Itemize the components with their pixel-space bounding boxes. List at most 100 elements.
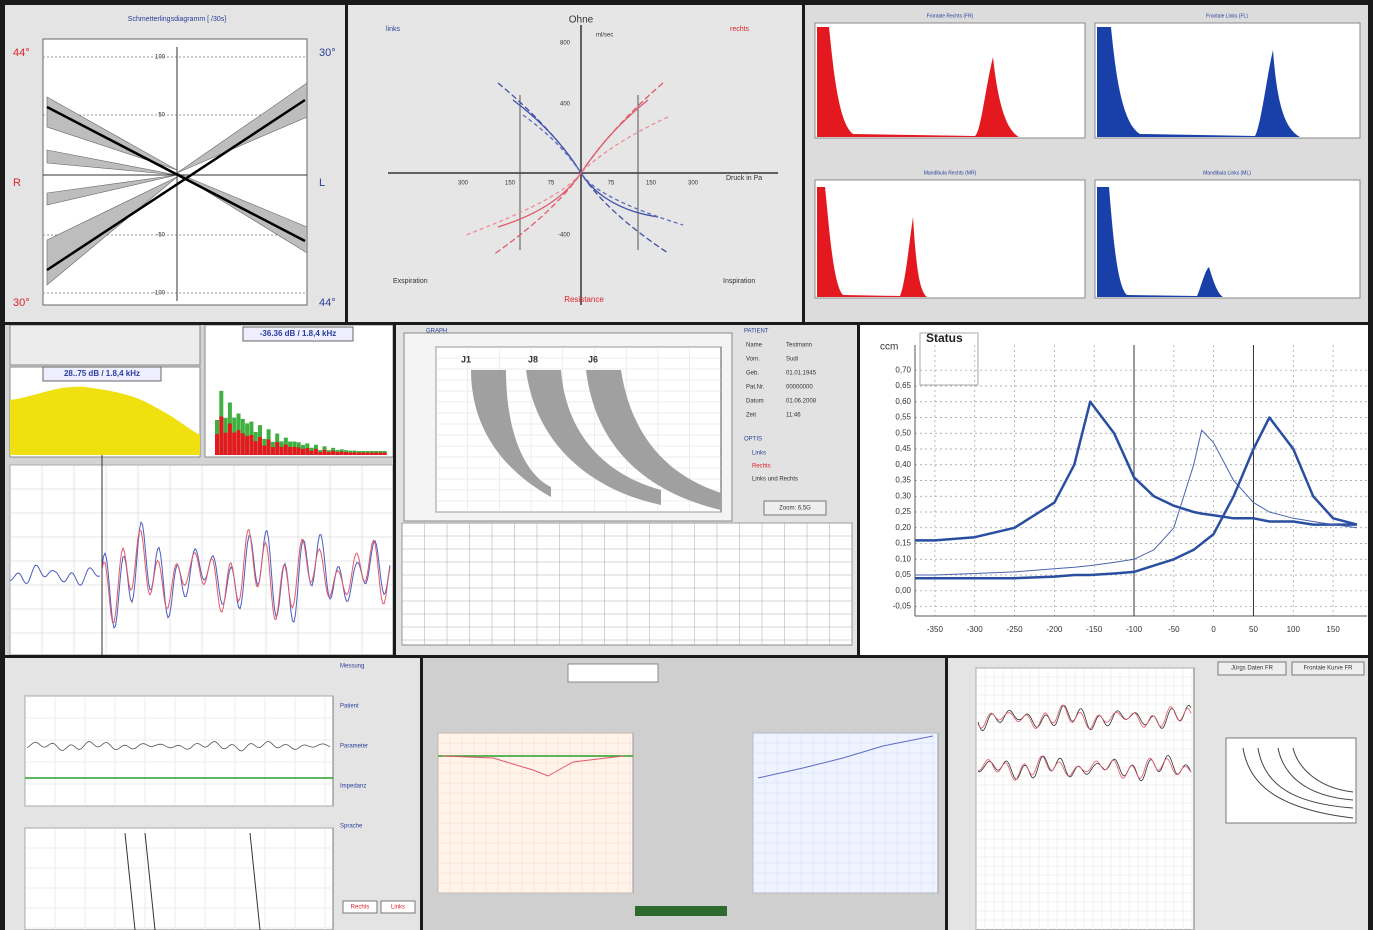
spectrum-bar — [240, 433, 245, 455]
spectrum-bar — [382, 452, 387, 455]
button[interactable] — [380, 900, 416, 914]
y-tick-label: 0,30 — [895, 491, 911, 500]
y-tick-label: 800 — [560, 41, 571, 47]
angle-label: 44° — [319, 297, 336, 309]
button[interactable] — [342, 900, 378, 914]
histogram-title: Frontale Links (FL) — [1206, 13, 1248, 19]
spectrum-bar — [258, 437, 262, 455]
y-tick-label: 0,05 — [895, 570, 911, 579]
spectrum-bar — [326, 452, 331, 455]
data-line — [915, 429, 1358, 576]
angle-label: 30° — [319, 47, 336, 59]
y-tick-label: 400 — [560, 102, 571, 108]
spectrum-bar — [322, 449, 327, 455]
spectrum-bar — [356, 452, 361, 455]
section-header: PATIENT — [744, 329, 769, 335]
section-header: Messung — [340, 664, 364, 670]
option[interactable]: Links — [752, 451, 766, 457]
tab-button[interactable] — [1217, 661, 1287, 676]
corner-label: Inspiration — [723, 278, 755, 285]
spectrum-bar — [253, 441, 258, 455]
curve-label: J6 — [588, 354, 598, 364]
button-label: Rechts — [351, 905, 370, 911]
side-label: L — [319, 177, 325, 189]
data-line — [915, 416, 1358, 580]
unit-label: ml/sec — [596, 33, 613, 39]
angle-label: 30° — [13, 297, 30, 309]
spectrum-bar — [296, 447, 301, 455]
x-tick-label: 50 — [1249, 625, 1258, 634]
tab-button[interactable] — [1291, 661, 1365, 676]
field-label: Datum — [746, 399, 764, 405]
option[interactable]: Links und Rechts — [752, 477, 798, 483]
spectrum-bar — [275, 442, 280, 455]
field-value: Sudi — [786, 357, 798, 363]
x-tick-label: 75 — [608, 181, 615, 187]
field-label: Pat.Nr. — [746, 385, 765, 391]
histogram-title: Mandibula Links (ML) — [1203, 170, 1251, 176]
spectrum-bar — [232, 432, 237, 455]
histogram-panel: Frontale Rechts (FR) Frontale Links (FL)… — [805, 5, 1368, 322]
y-tick-label: 0,25 — [895, 507, 911, 516]
chart-title: Status — [926, 331, 963, 345]
zoom-button[interactable] — [763, 500, 827, 516]
y-tick-label: 0,35 — [895, 476, 911, 485]
section-header: Impedanz — [340, 784, 366, 790]
spectrum-bar — [292, 446, 297, 455]
y-tick-label: 0,10 — [895, 554, 911, 563]
monitor-panel: Messung Patient Parameter Impedanz Sprache Re… — [5, 658, 420, 930]
spectrum-bar — [361, 452, 366, 455]
spectrum-bar — [339, 451, 344, 455]
field-value: 00000000 — [786, 385, 813, 391]
spectrum-bar — [365, 452, 370, 455]
y-tick-label: -0,05 — [893, 602, 912, 611]
button-label[interactable]: Frontale Kurve FR — [1303, 666, 1353, 672]
spectrum-bar — [348, 452, 353, 455]
x-tick-label: -100 — [1126, 625, 1143, 634]
y-tick-label: 0,00 — [895, 586, 911, 595]
curve-label: J1 — [461, 354, 471, 364]
y-tick-label: -100 — [153, 291, 166, 297]
spectrum-bar — [227, 423, 232, 455]
waveform — [26, 741, 331, 752]
y-axis-label: ccm — [880, 342, 898, 353]
x-tick-label: 100 — [1287, 625, 1301, 634]
y-tick-label: 0,40 — [895, 460, 911, 469]
x-tick-label: 75 — [548, 181, 555, 187]
corner-label: Exspiration — [393, 278, 428, 285]
spectrum-panel: -36.36 dB / 1.8,4 kHz 28..75 dB / 1.8,4 … — [5, 325, 393, 655]
button-label: Links — [391, 905, 405, 911]
spectrum-bar — [331, 450, 336, 455]
spectrum-bar — [309, 450, 314, 455]
button-label[interactable]: Zoom: 6,5G — [779, 506, 811, 512]
section-header: Patient — [340, 704, 359, 710]
y-tick-label: -50 — [156, 233, 165, 239]
report-panel: Jürgs Daten FR Frontale Kurve FR — [948, 658, 1368, 930]
y-tick-label: 0,15 — [895, 539, 911, 548]
y-tick-label: 50 — [158, 113, 165, 119]
x-tick-label: 0 — [1211, 625, 1216, 634]
spectrum-bar — [249, 434, 254, 455]
x-tick-label: -350 — [927, 625, 944, 634]
waveform — [977, 755, 1192, 781]
button-label[interactable]: Jürgs Daten FR — [1231, 666, 1274, 672]
y-tick-label: 100 — [155, 55, 166, 61]
spectrum-bar — [223, 432, 228, 455]
spectrum-bar — [288, 446, 293, 455]
x-tick-label: 150 — [646, 181, 657, 187]
spectrum-bar — [374, 452, 379, 455]
butterfly-panel: Schmetterlingsdiagramm [ /30s] 100 50 -5… — [5, 5, 345, 322]
chart: Status ccm 0,70 0,65 0,60 0,55 0,50 0,45 0,40 0… — [860, 325, 1368, 655]
field-label: Geb. — [746, 371, 759, 377]
x-tick-label: -300 — [967, 625, 984, 634]
spectrum-bar — [301, 448, 305, 455]
option[interactable]: Rechts — [752, 464, 771, 470]
y-tick-label: 0,70 — [895, 365, 911, 374]
x-tick-label: -200 — [1046, 625, 1063, 634]
histogram-title: Mandibula Rechts (MR) — [924, 170, 977, 176]
field-label: Vorn. — [746, 357, 760, 363]
field-value: 11:46 — [786, 413, 801, 419]
field-label: Name — [746, 343, 763, 349]
data-line — [915, 400, 1357, 542]
